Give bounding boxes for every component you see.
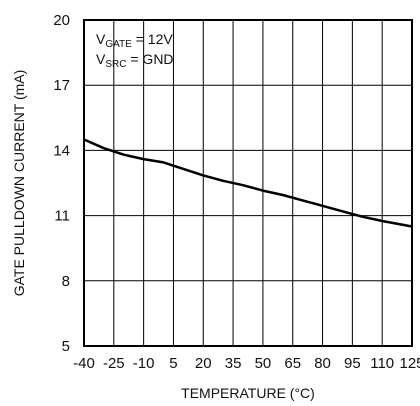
y-tick-label: 11 <box>54 208 70 225</box>
y-tick-label: 14 <box>53 142 70 159</box>
y-axis-label: GATE PULLDOWN CURRENT (mA) <box>11 70 27 297</box>
x-tick-label: 5 <box>169 355 177 372</box>
x-tick-label: 35 <box>225 355 242 372</box>
series-line <box>83 138 413 228</box>
y-tick-label: 20 <box>53 12 70 29</box>
x-tick-label: -10 <box>133 355 155 372</box>
x-tick-label: 95 <box>344 355 361 372</box>
x-tick-labels: -40 -25 -10 5 20 35 50 65 80 95 110 125 <box>73 355 420 372</box>
y-tick-label: 5 <box>62 338 70 355</box>
x-tick-label: 125 <box>399 355 420 372</box>
y-tick-labels: 5 8 11 14 17 20 <box>53 12 70 355</box>
condition-annotation: VSRC = GND <box>96 51 174 70</box>
grid <box>84 20 412 346</box>
y-tick-label: 8 <box>62 273 70 290</box>
x-tick-label: 20 <box>195 355 212 372</box>
x-tick-label: 110 <box>370 355 394 372</box>
x-tick-label: -25 <box>103 355 125 372</box>
plot-frame <box>83 19 413 347</box>
x-tick-label: 65 <box>284 355 301 372</box>
y-tick-label: 17 <box>53 77 70 94</box>
x-axis-label: TEMPERATURE (°C) <box>181 385 315 401</box>
x-tick-label: -40 <box>73 355 95 372</box>
x-tick-label: 50 <box>255 355 272 372</box>
condition-annotation: VGATE = 12V <box>96 31 173 50</box>
series-layer <box>83 138 413 228</box>
x-tick-label: 80 <box>314 355 331 372</box>
